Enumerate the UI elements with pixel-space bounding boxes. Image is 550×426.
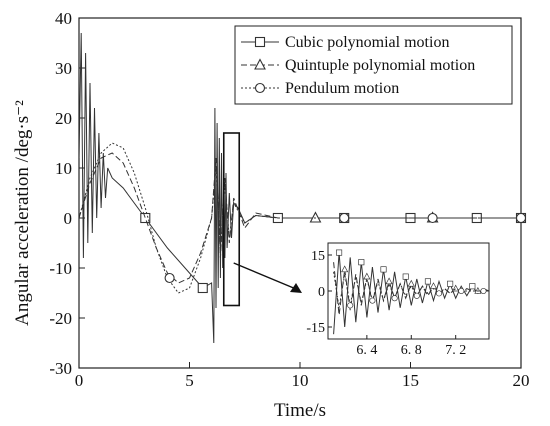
inset-y-tick-label: 15: [311, 249, 325, 264]
inset-series-marker-1: [380, 266, 387, 273]
inset-y-tick-label: -15: [306, 321, 325, 336]
x-tick-label: 0: [75, 371, 84, 390]
x-tick-label: 10: [292, 371, 309, 390]
legend-marker-1: [254, 36, 266, 48]
inset-series-marker-1: [336, 249, 343, 256]
y-tick-label: 10: [55, 159, 72, 178]
x-axis-label: Time/s: [274, 400, 326, 421]
zoom-arrow-head: [290, 283, 302, 293]
zoom-rectangle: [222, 132, 241, 307]
series-marker-1: [197, 282, 208, 294]
inset-x-tick-label: 6. 8: [401, 343, 422, 358]
x-tick-label: 15: [402, 371, 419, 390]
y-tick-label: 0: [64, 209, 73, 228]
legend-label-2: Quintuple polynomial motion: [285, 57, 475, 74]
inset-series-marker-1: [447, 280, 454, 287]
inset-series-marker-1: [402, 273, 409, 280]
inset-series-marker-3: [347, 302, 354, 309]
inset-series-marker-1: [469, 283, 476, 290]
x-tick-label: 5: [185, 371, 194, 390]
y-tick-label: -30: [49, 359, 72, 378]
y-tick-label: 20: [55, 109, 72, 128]
inset-x-tick-label: 6. 4: [356, 343, 377, 358]
y-tick-label: 40: [55, 9, 72, 28]
zoom-highlight-box: [222, 132, 302, 307]
main-plot: 0 5 10 15 20 -30 -20 -10 0 10 20 30 40: [49, 9, 529, 390]
series-marker-3: [339, 212, 350, 224]
legend-label-3: Pendulum motion: [285, 80, 399, 97]
legend-label-1: Cubic polynomial motion: [285, 34, 449, 51]
inset-series-marker-3: [480, 287, 487, 295]
legend-frame: [234, 25, 513, 105]
inset-series-marker-1: [358, 259, 365, 266]
y-tick-label: -10: [49, 259, 72, 278]
inset-series-marker-3: [413, 292, 420, 299]
legend-marker-3: [254, 82, 266, 94]
legend: Cubic polynomial motion Quintuple polynom…: [234, 25, 513, 105]
series-marker-3: [427, 212, 438, 224]
zoom-arrow-line: [233, 262, 297, 290]
series-marker-3: [515, 212, 527, 224]
inset-y-tick-label: 0: [318, 285, 325, 300]
series-marker-2: [309, 211, 322, 223]
series-line-1: [79, 32, 521, 344]
series-marker-3: [164, 272, 175, 284]
inset-series-marker-1: [424, 278, 431, 285]
inset-series-marker-3: [391, 295, 398, 302]
inset-series-marker-3: [458, 287, 465, 295]
inset-series-marker-3: [436, 290, 443, 297]
inset-series-marker-2: [341, 265, 349, 273]
inset-plot: 6. 4 6. 8 7. 2 15 0 -15: [306, 242, 490, 358]
y-axis-label: Angular acceleration /deg·s⁻²: [12, 100, 33, 326]
series-marker-1: [140, 212, 151, 224]
series-line-3: [79, 142, 521, 294]
inset-series-marker-2: [363, 272, 371, 280]
inset-series-marker-2: [385, 277, 393, 285]
y-tick-label: -20: [49, 309, 72, 328]
inset-series-line-3: [333, 271, 489, 308]
x-tick-label: 20: [513, 371, 530, 390]
inset-series-marker-3: [369, 297, 376, 304]
legend-marker-2: [254, 58, 266, 70]
y-tick-label: 30: [55, 59, 72, 78]
inset-x-tick-label: 7. 2: [445, 343, 466, 358]
inset-series-marker-2: [407, 279, 415, 287]
